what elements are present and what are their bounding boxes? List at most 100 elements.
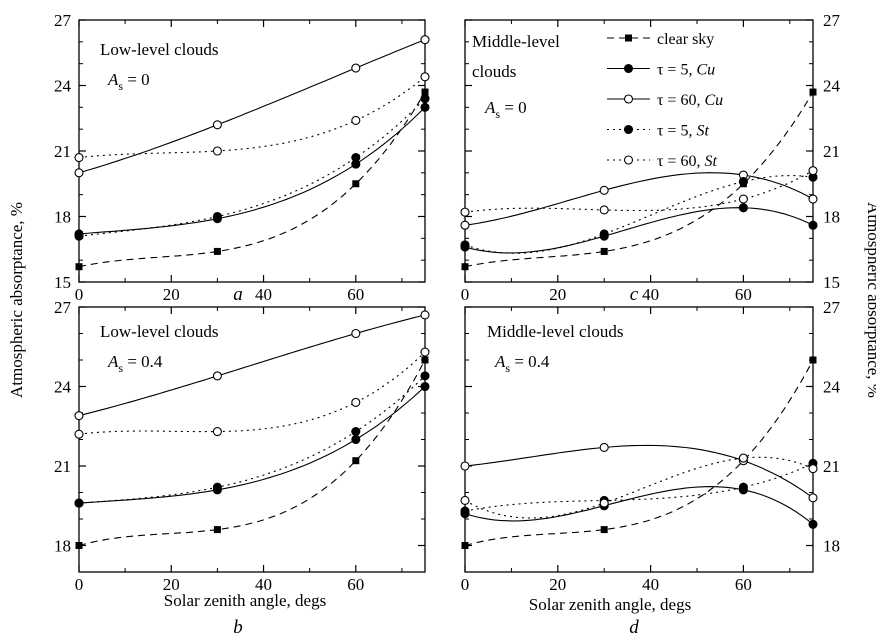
data-point-tau60-st xyxy=(420,347,430,357)
x-tick-label: 60 xyxy=(347,575,364,594)
data-point-tau5-st xyxy=(460,240,470,250)
data-point-tau60-cu xyxy=(460,461,470,471)
data-point-tau60-st xyxy=(212,426,222,437)
x-axis-label-right: Solar zenith angle, degs xyxy=(529,595,691,614)
y-tick-label: 21 xyxy=(54,142,71,161)
series-line-tau5-cu xyxy=(464,207,814,254)
series-line-tau5-st xyxy=(464,175,814,254)
data-point-tau5-cu xyxy=(808,220,818,230)
panel-letter: d xyxy=(629,617,639,637)
data-point-tau5-st xyxy=(212,482,222,492)
data-point-tau60-cu xyxy=(420,35,430,45)
panel-b: 0 20 40 60 18 21 24 27 Low-level clouds As = 0.4 b xyxy=(54,298,430,637)
data-point-tau5-st xyxy=(351,153,361,163)
data-point-tau5-st xyxy=(420,94,430,104)
data-point-clear-sky xyxy=(600,247,608,255)
series-line-clear-sky xyxy=(464,91,814,268)
panel-c: 0 20 40 60 15 18 21 24 27 Middle-level clouds As = … xyxy=(460,11,841,305)
data-point-tau60-st xyxy=(74,429,84,439)
data-point-tau5-cu xyxy=(420,381,430,392)
series-line-clear-sky xyxy=(464,359,814,547)
legend: clear sky τ = 5, Cu τ = 60, Cu τ = 5, St τ =… xyxy=(607,31,723,170)
panel-a: 0 20 40 60 15 18 21 24 27 Low-level clouds As = 0 a xyxy=(54,11,430,305)
x-tick-label: 20 xyxy=(163,285,180,304)
data-point-clear-sky xyxy=(213,247,221,255)
surface-albedo-label: As = 0 xyxy=(107,70,150,93)
data-point-tau5-st xyxy=(738,482,748,492)
data-point-clear-sky xyxy=(461,542,469,549)
series-line-tau60-st xyxy=(464,170,814,213)
panel-title: Middle-level xyxy=(472,32,560,51)
x-tick-label: 40 xyxy=(255,285,272,304)
data-point-clear-sky xyxy=(421,88,429,96)
y-tick-label: 21 xyxy=(54,457,71,476)
data-point-tau5-st xyxy=(351,426,361,437)
data-point-tau60-st xyxy=(599,498,609,508)
series-line-tau5-cu xyxy=(78,386,426,504)
data-point-tau5-st xyxy=(212,211,222,222)
x-tick-label: 40 xyxy=(642,575,659,594)
legend-marker xyxy=(623,155,634,165)
data-point-clear-sky xyxy=(352,180,360,188)
x-tick-label: 60 xyxy=(347,285,364,304)
x-tick-label: 60 xyxy=(735,575,752,594)
y-axis-label-left: Atmospheric absorptance, % xyxy=(7,202,26,398)
plot-frame xyxy=(78,306,426,573)
legend-label: τ = 60, Cu xyxy=(657,92,723,109)
data-point-tau60-st xyxy=(212,146,222,156)
data-point-tau60-cu xyxy=(420,310,430,320)
data-point-tau60-cu xyxy=(599,185,609,195)
y-tick-label: 24 xyxy=(54,378,72,397)
y-tick-label: 24 xyxy=(54,77,72,96)
data-point-tau60-cu xyxy=(599,442,609,453)
data-point-tau60-st xyxy=(599,205,609,215)
legend-label: τ = 60, St xyxy=(657,153,717,170)
data-point-tau60-cu xyxy=(351,63,361,73)
data-point-tau5-st xyxy=(74,231,84,241)
y-tick-label: 27 xyxy=(54,11,72,30)
data-point-tau60-st xyxy=(808,166,818,176)
y-tick-label: 18 xyxy=(823,537,840,556)
series-line-tau5-cu xyxy=(464,486,814,525)
data-point-tau60-st xyxy=(351,397,361,407)
x-tick-label: 0 xyxy=(75,285,84,304)
data-point-tau5-st xyxy=(420,371,430,381)
data-point-tau60-cu xyxy=(212,120,222,130)
data-point-clear-sky xyxy=(75,542,83,549)
data-point-tau60-cu xyxy=(351,328,361,339)
data-point-clear-sky xyxy=(600,526,608,534)
series-line-tau5-st xyxy=(78,98,426,237)
data-point-clear-sky xyxy=(421,356,429,364)
series-line-clear-sky xyxy=(78,91,426,268)
legend-marker xyxy=(625,34,632,42)
x-tick-label: 40 xyxy=(642,285,659,304)
data-point-clear-sky xyxy=(352,457,360,465)
data-point-clear-sky xyxy=(75,263,83,271)
y-tick-label: 27 xyxy=(823,11,841,30)
y-tick-label: 21 xyxy=(823,142,840,161)
data-point-tau60-st xyxy=(808,464,818,474)
plot-frame xyxy=(464,19,814,283)
y-tick-label: 27 xyxy=(823,298,841,317)
data-point-tau5-cu xyxy=(738,203,748,213)
data-point-tau60-st xyxy=(460,495,470,506)
y-tick-label: 15 xyxy=(823,273,840,292)
panel-d: 0 20 40 60 18 21 24 27 Middle-level clouds As = 0… xyxy=(460,298,841,637)
x-tick-label: 0 xyxy=(461,575,470,594)
panel-title: Low-level clouds xyxy=(100,40,219,59)
data-point-tau60-st xyxy=(74,153,84,163)
x-tick-label: 20 xyxy=(549,285,566,304)
data-point-clear-sky xyxy=(461,263,469,271)
x-tick-label: 40 xyxy=(255,575,272,594)
legend-label: τ = 5, Cu xyxy=(657,62,715,79)
data-point-clear-sky xyxy=(213,526,221,534)
surface-albedo-label: As = 0.4 xyxy=(107,352,163,375)
data-point-tau60-cu xyxy=(212,371,222,381)
panel-letter: b xyxy=(233,617,243,637)
panel-letter: c xyxy=(630,284,639,305)
y-tick-label: 18 xyxy=(823,208,840,227)
series-line-tau60-cu xyxy=(464,172,814,226)
y-tick-label: 18 xyxy=(54,537,71,556)
y-axis-label-right: Atmospheric absorptance, % xyxy=(864,202,876,398)
